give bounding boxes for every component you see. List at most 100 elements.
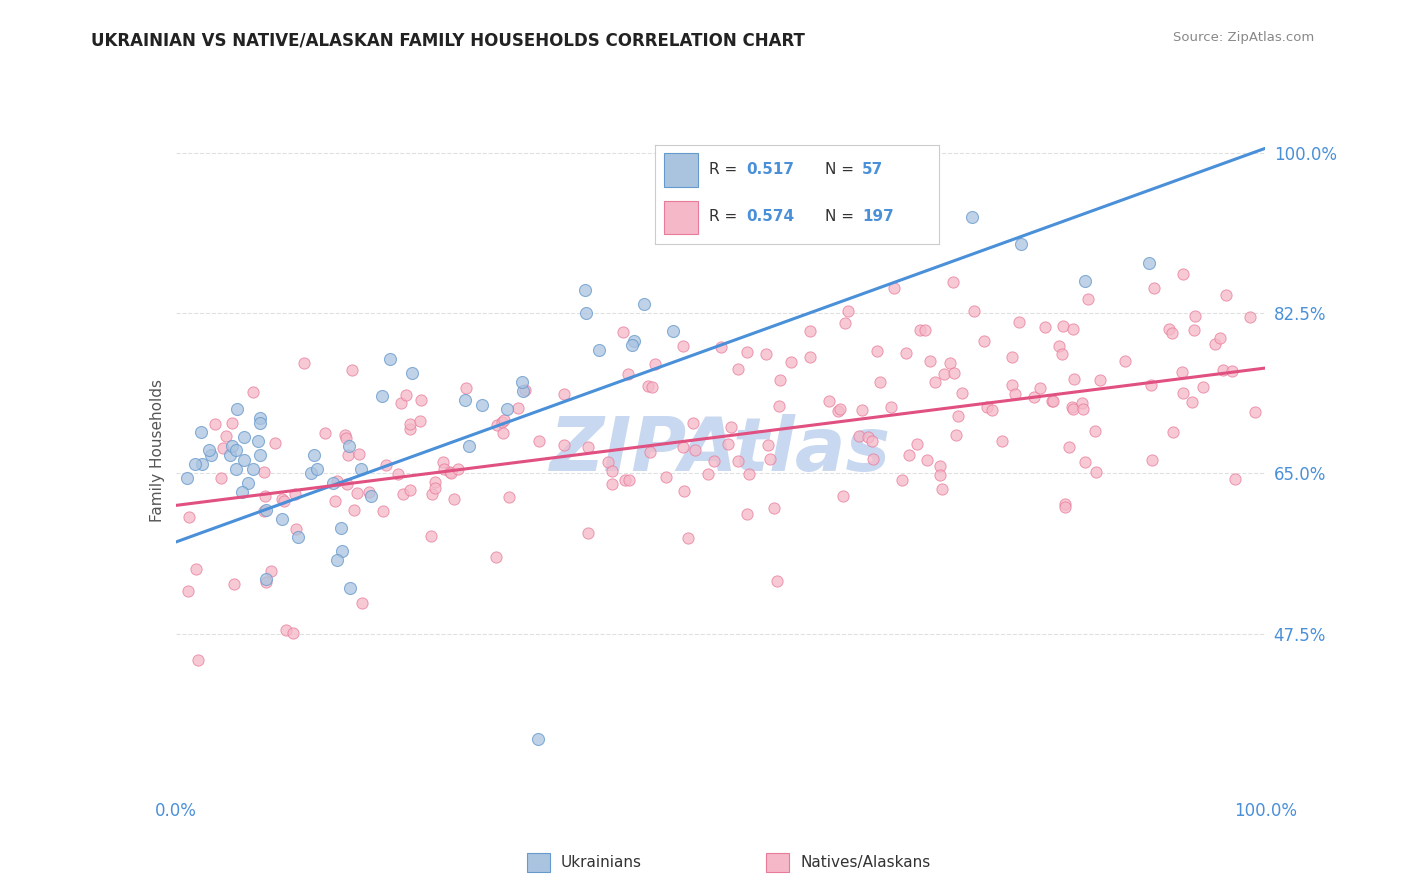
Point (575, 306, 598, 320)
Point (1000, 350, 1022, 364)
Point (758, 438, 780, 452)
Point (492, 425, 515, 440)
Point (710, 340, 733, 354)
Point (221, 439, 243, 453)
Point (485, 549, 508, 564)
Bar (664, 201, 697, 235)
Point (360, 489, 382, 503)
Point (574, 283, 596, 297)
Point (553, 437, 575, 451)
Point (576, 526, 599, 541)
Point (553, 387, 575, 401)
Point (638, 444, 661, 458)
Point (720, 420, 742, 434)
Point (991, 434, 1014, 449)
Point (274, 624, 297, 638)
Point (682, 416, 704, 430)
Point (1040, 394, 1063, 409)
Point (980, 403, 1002, 417)
Point (177, 584, 200, 599)
Point (370, 388, 392, 402)
Point (862, 452, 884, 467)
Point (1137, 256, 1160, 270)
Point (232, 430, 254, 444)
Point (515, 383, 537, 397)
Point (447, 461, 470, 475)
Point (600, 464, 623, 478)
Point (420, 529, 443, 543)
Text: N =: N = (825, 209, 859, 224)
Point (1070, 396, 1092, 410)
Point (486, 417, 509, 432)
Point (378, 351, 401, 366)
Point (939, 356, 962, 370)
Point (439, 466, 461, 480)
Point (347, 447, 370, 461)
Point (401, 366, 423, 380)
Point (1139, 378, 1161, 392)
Point (200, 448, 222, 462)
Point (1063, 372, 1085, 386)
Point (1114, 354, 1136, 368)
Point (453, 393, 475, 408)
Point (222, 577, 245, 591)
Point (866, 343, 889, 358)
Point (271, 491, 294, 506)
Point (1085, 465, 1108, 479)
Point (325, 474, 347, 488)
Point (1054, 500, 1077, 515)
Point (350, 462, 373, 476)
Point (454, 381, 477, 395)
Point (423, 481, 446, 495)
Point (225, 443, 247, 458)
Point (253, 504, 276, 518)
Point (962, 210, 984, 224)
Text: 0.517: 0.517 (745, 162, 794, 178)
Point (633, 297, 655, 311)
Point (623, 334, 645, 348)
Point (1173, 385, 1195, 400)
Point (253, 465, 276, 479)
Point (1053, 497, 1076, 511)
Point (918, 353, 941, 368)
Point (1001, 378, 1024, 392)
Point (1077, 293, 1099, 307)
Text: Ukrainians: Ukrainians (561, 855, 643, 870)
Point (422, 487, 444, 501)
Point (755, 347, 778, 361)
Point (1073, 402, 1095, 417)
Point (221, 416, 243, 430)
Point (337, 448, 360, 462)
Point (1239, 310, 1261, 325)
Point (458, 439, 481, 453)
Point (299, 467, 322, 481)
Point (672, 440, 695, 454)
Point (1192, 380, 1215, 394)
Point (242, 385, 264, 400)
Point (827, 404, 849, 418)
Point (526, 731, 548, 746)
Point (799, 351, 821, 365)
Point (232, 452, 254, 467)
Point (879, 400, 901, 414)
Point (735, 507, 758, 521)
Point (249, 448, 271, 462)
Text: 57: 57 (862, 162, 883, 178)
Point (837, 303, 859, 318)
Point (350, 597, 373, 611)
Point (492, 413, 515, 427)
Point (931, 483, 953, 497)
Point (1060, 400, 1083, 414)
Point (941, 275, 963, 289)
Point (976, 401, 998, 415)
Point (246, 434, 269, 449)
Point (869, 375, 891, 389)
Point (616, 367, 638, 381)
Point (305, 462, 328, 476)
Point (322, 475, 344, 490)
Point (768, 400, 790, 414)
Point (914, 323, 936, 337)
Point (215, 428, 238, 442)
Point (292, 356, 315, 370)
Point (1160, 326, 1182, 340)
